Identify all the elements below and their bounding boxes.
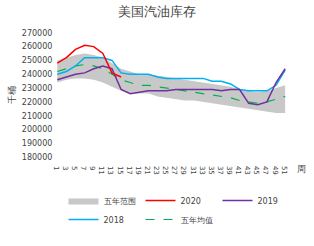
svg-text:49: 49 [271,166,279,175]
svg-text:五年范围: 五年范围 [104,197,136,206]
svg-text:47: 47 [261,166,269,175]
svg-text:220000: 220000 [22,98,53,107]
svg-text:180000: 180000 [22,153,53,162]
svg-text:9: 9 [88,166,96,170]
svg-text:39: 39 [225,166,233,175]
svg-text:260000: 260000 [22,42,53,51]
svg-text:21: 21 [143,166,151,175]
svg-text:200000: 200000 [22,125,53,134]
svg-text:周: 周 [297,164,306,174]
svg-text:千桶: 千桶 [7,86,17,104]
svg-text:13: 13 [106,166,114,175]
svg-text:41: 41 [234,166,242,175]
svg-text:美国汽油库存: 美国汽油库存 [118,4,196,19]
svg-text:51: 51 [280,166,288,175]
svg-text:2020: 2020 [181,197,201,206]
svg-text:33: 33 [198,166,206,175]
svg-text:五年均值: 五年均值 [181,216,213,225]
svg-text:35: 35 [207,166,215,175]
svg-text:2018: 2018 [104,216,124,225]
svg-text:1: 1 [52,166,60,170]
svg-text:270000: 270000 [22,29,53,38]
svg-text:7: 7 [79,166,87,170]
svg-text:27: 27 [170,166,178,175]
svg-text:29: 29 [179,166,187,175]
svg-text:15: 15 [116,166,124,175]
svg-text:3: 3 [61,166,69,170]
svg-text:23: 23 [152,166,160,175]
svg-text:210000: 210000 [22,112,53,121]
svg-text:43: 43 [243,166,251,175]
svg-text:190000: 190000 [22,139,53,148]
svg-text:11: 11 [97,166,105,175]
svg-text:17: 17 [125,166,133,175]
svg-text:45: 45 [252,166,260,175]
svg-text:2019: 2019 [258,197,278,206]
svg-text:31: 31 [189,166,197,175]
svg-text:240000: 240000 [22,70,53,79]
svg-text:37: 37 [216,166,224,175]
svg-text:19: 19 [134,166,142,175]
svg-text:230000: 230000 [22,84,53,93]
svg-text:5: 5 [70,166,78,170]
svg-text:25: 25 [161,166,169,175]
svg-text:250000: 250000 [22,56,53,65]
